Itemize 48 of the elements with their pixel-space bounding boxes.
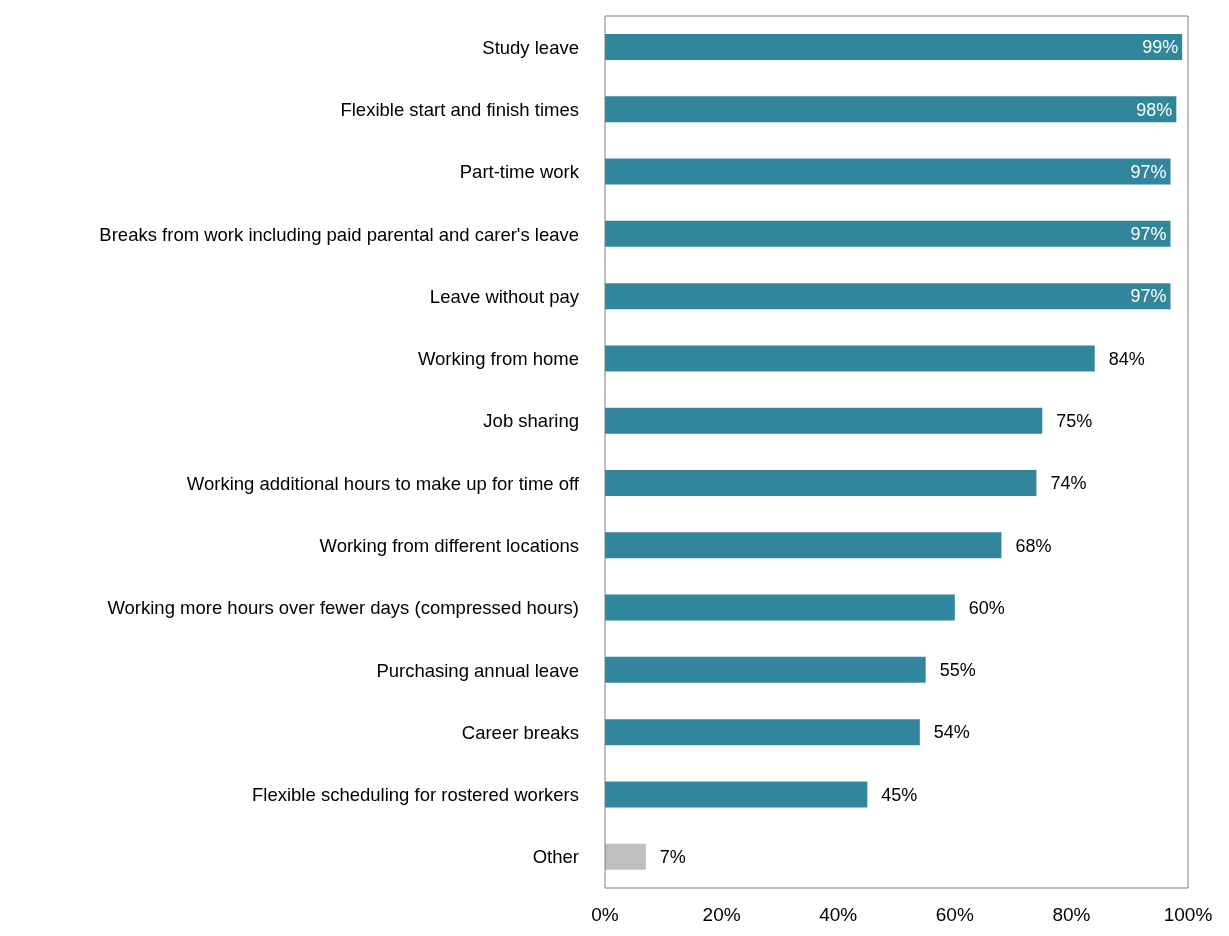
- x-tick-label: 60%: [935, 904, 974, 926]
- x-tick-label: 0%: [591, 904, 619, 926]
- data-label: 60%: [968, 597, 1005, 618]
- bar: [605, 158, 1171, 185]
- x-tick-label: 20%: [702, 904, 741, 926]
- bar: [605, 470, 1037, 496]
- y-tick-label: Study leave: [482, 36, 579, 58]
- bar: [605, 594, 955, 621]
- bar: [605, 781, 868, 808]
- data-label: 97%: [1130, 286, 1167, 307]
- y-tick-label: Part-time work: [459, 161, 580, 183]
- bar: [605, 532, 1002, 559]
- bar: [605, 96, 1177, 123]
- data-label: 74%: [1050, 473, 1087, 494]
- y-tick-label: Working from home: [417, 348, 579, 370]
- y-tick-label: Working more hours over fewer days (compressed hours): [107, 597, 579, 619]
- bar: [605, 843, 646, 870]
- bar: [605, 656, 926, 683]
- data-label: 54%: [933, 722, 970, 743]
- x-tick-label: 40%: [819, 904, 858, 926]
- data-label: 68%: [1015, 535, 1052, 556]
- data-label: 45%: [881, 784, 918, 805]
- data-label: 97%: [1130, 224, 1167, 245]
- x-tick-label: 80%: [1052, 904, 1091, 926]
- y-tick-label: Breaks from work including paid parental and carer's leave: [99, 223, 579, 245]
- bar: [605, 220, 1171, 247]
- y-tick-label: Job sharing: [483, 410, 579, 432]
- data-label: 84%: [1108, 348, 1145, 369]
- data-label: 98%: [1136, 99, 1173, 120]
- bar: [605, 407, 1043, 434]
- bar: [605, 283, 1171, 310]
- y-tick-label: Leave without pay: [429, 285, 580, 307]
- y-tick-label: Career breaks: [461, 721, 579, 743]
- y-tick-label: Other: [532, 846, 579, 868]
- data-label: 97%: [1130, 161, 1167, 182]
- y-tick-label: Working from different locations: [319, 535, 579, 556]
- y-tick-label: Working additional hours to make up for time off: [186, 472, 580, 494]
- x-tick-label: 100%: [1163, 904, 1213, 926]
- bar: [605, 719, 920, 746]
- data-label: 75%: [1056, 411, 1093, 432]
- y-tick-label: Flexible scheduling for rostered workers: [252, 784, 579, 806]
- y-tick-label: Flexible start and finish times: [340, 99, 579, 120]
- bar: [605, 34, 1183, 60]
- data-label: 55%: [939, 660, 976, 681]
- data-label: 7%: [659, 847, 686, 868]
- bar: [605, 345, 1095, 372]
- data-label: 99%: [1142, 37, 1179, 58]
- y-tick-label: Purchasing annual leave: [376, 659, 579, 681]
